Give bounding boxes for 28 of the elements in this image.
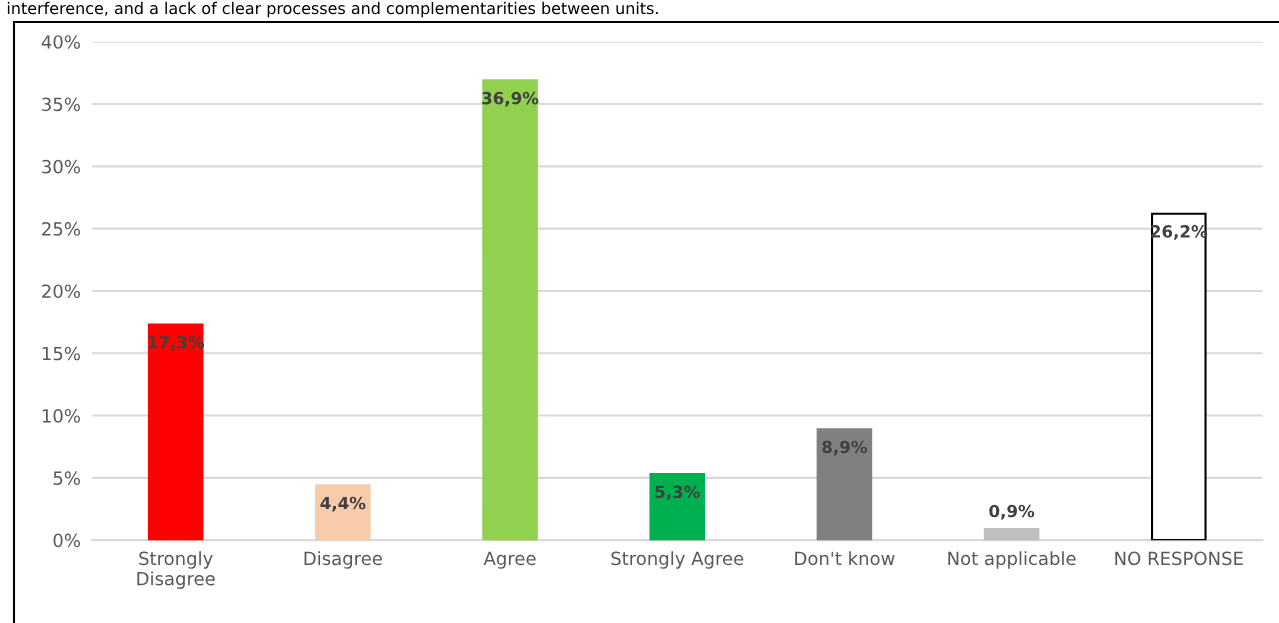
y-tick-label: 25% bbox=[42, 222, 80, 236]
bar bbox=[482, 79, 538, 541]
bar bbox=[147, 323, 204, 541]
y-tick-label: 5% bbox=[53, 471, 80, 485]
y-tick-label: 10% bbox=[42, 409, 80, 423]
x-tick-label: Strongly Agree bbox=[611, 551, 744, 569]
bar bbox=[816, 428, 873, 541]
y-tick-label: 15% bbox=[42, 346, 80, 361]
x-tick-label: Agree bbox=[483, 551, 536, 569]
bar bbox=[315, 484, 371, 541]
bar bbox=[983, 527, 1040, 541]
bar bbox=[1150, 212, 1207, 541]
y-tick-label: 20% bbox=[42, 284, 80, 299]
y-tick-label: 35% bbox=[42, 97, 80, 112]
x-tick-label: Disagree bbox=[304, 551, 382, 569]
y-tick-label: 30% bbox=[42, 159, 80, 174]
data-label: 8,9% bbox=[822, 440, 867, 456]
data-label: 4,4% bbox=[320, 496, 366, 512]
x-tick-label: Not applicable bbox=[948, 551, 1076, 569]
data-label: 0,9% bbox=[989, 504, 1035, 520]
bar bbox=[649, 473, 706, 541]
chart-title: interference, and a lack of clear processes and complementarities between units. bbox=[7, 1, 658, 18]
y-tick-label: 40% bbox=[41, 35, 80, 49]
x-tick-label: Don't know bbox=[795, 551, 895, 566]
x-tick-label: NO RESPONSE bbox=[1115, 551, 1243, 566]
x-tick-label: Strongly Disagree bbox=[137, 551, 215, 589]
data-label: 5,3% bbox=[655, 485, 700, 501]
y-tick-label: 0% bbox=[53, 533, 80, 548]
